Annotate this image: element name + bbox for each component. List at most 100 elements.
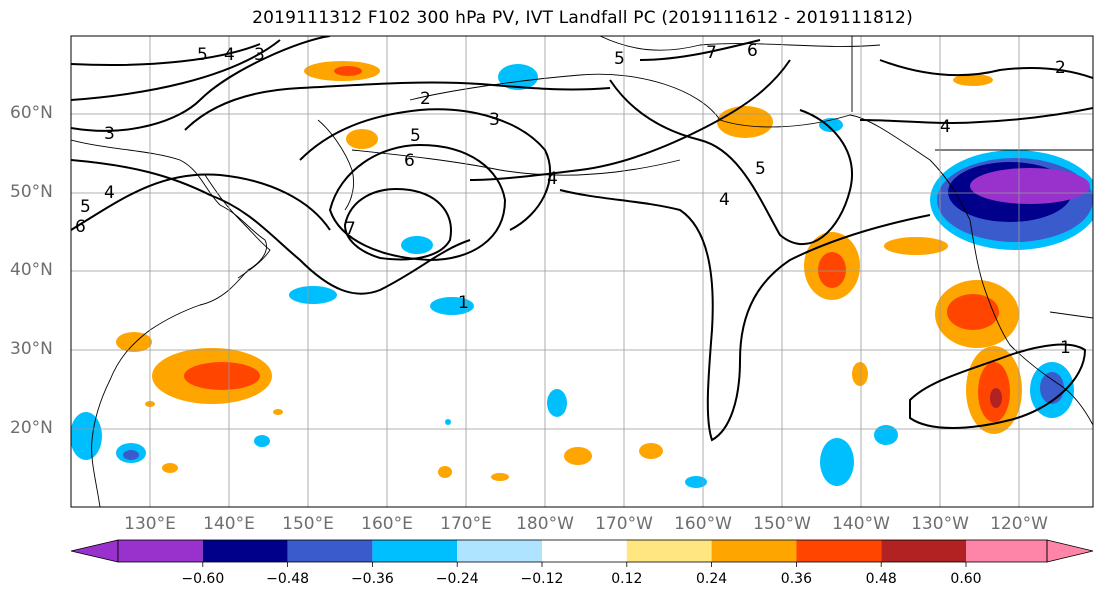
shade-positive xyxy=(273,409,283,415)
contour-line xyxy=(859,107,1093,124)
shade-positive xyxy=(947,294,999,330)
contour-label: 5 xyxy=(197,45,208,65)
shade-negative xyxy=(123,450,139,460)
contour-line xyxy=(71,43,261,66)
shade-positive xyxy=(162,463,178,473)
lat-label: 60°N xyxy=(10,103,53,123)
colorbar-tick-label: 0.48 xyxy=(865,571,897,587)
shade-negative xyxy=(445,419,451,425)
contour-label: 2 xyxy=(1055,58,1066,78)
shade-negative xyxy=(970,168,1090,204)
shade-positive xyxy=(564,447,592,465)
colorbar-tick-label: −0.36 xyxy=(350,571,394,587)
shade-negative xyxy=(874,425,898,445)
colorbar-tick-label: −0.60 xyxy=(181,571,225,587)
contour-label: 3 xyxy=(489,110,500,130)
contour-label: 6 xyxy=(404,151,415,171)
shade-negative xyxy=(289,286,337,304)
contour-line xyxy=(71,36,331,132)
lon-label: 160°W xyxy=(674,514,732,534)
coastline-japan xyxy=(204,174,271,279)
shade-negative xyxy=(498,64,538,90)
colorbar-extend-low xyxy=(70,539,119,563)
coastline-north-america xyxy=(969,219,1093,426)
coastlines xyxy=(71,36,1093,507)
colorbar-segment xyxy=(457,540,542,562)
contour-line xyxy=(469,59,791,181)
shade-negative xyxy=(1040,372,1064,404)
lon-label: 150°W xyxy=(753,514,811,534)
contour-line xyxy=(71,173,331,231)
contour-label: 1 xyxy=(1060,338,1071,358)
contour-line xyxy=(559,189,931,442)
contour-label: 4 xyxy=(719,190,730,210)
colorbar-segment xyxy=(881,540,966,562)
contour-label: 4 xyxy=(104,183,115,203)
shade-positive xyxy=(852,362,868,386)
colorbar-segment xyxy=(966,540,1047,562)
colorbar-tick-label: 0.12 xyxy=(611,571,643,587)
lon-label: 140°E xyxy=(203,514,255,534)
coastline-asia xyxy=(71,139,267,507)
lon-label: 130°E xyxy=(124,514,176,534)
coastline-arctic xyxy=(599,36,881,51)
colorbar-segment xyxy=(118,540,203,562)
contour-line xyxy=(299,108,551,231)
contour-label: 5 xyxy=(80,197,91,217)
lon-label: 150°E xyxy=(282,514,334,534)
contour-label: 4 xyxy=(547,169,558,189)
lon-label: 130°W xyxy=(911,514,969,534)
map-title: 2019111312 F102 300 hPa PV, IVT Landfall… xyxy=(252,8,913,28)
contour-label: 4 xyxy=(224,45,235,65)
contour-label: 6 xyxy=(747,41,758,61)
shade-positive xyxy=(346,129,378,149)
shade-negative xyxy=(254,435,270,447)
contour-label: 3 xyxy=(254,45,265,65)
lon-label: 180°W xyxy=(516,514,574,534)
shade-positive xyxy=(334,66,362,76)
shade-negative xyxy=(71,412,102,460)
contour-label: 5 xyxy=(614,49,625,69)
contour-label: 7 xyxy=(706,43,717,63)
colorbar-segment xyxy=(202,540,288,562)
lon-label: 170°E xyxy=(440,514,492,534)
shade-negative xyxy=(547,389,567,417)
colorbar-segment xyxy=(796,540,882,562)
colorbar-segment xyxy=(542,540,627,562)
lat-label: 50°N xyxy=(10,182,53,202)
coastline-kamchatka xyxy=(317,119,355,211)
coastline-alaska xyxy=(409,73,971,221)
contour-line xyxy=(71,159,471,295)
contour-label: 6 xyxy=(75,217,86,237)
shade-positive xyxy=(639,443,663,459)
contour-line xyxy=(609,79,853,246)
contour-label: 3 xyxy=(104,124,115,144)
pv-contours xyxy=(71,36,1093,442)
contour-label: 4 xyxy=(940,117,951,137)
lon-label: 120°W xyxy=(990,514,1048,534)
contour-label: 1 xyxy=(458,293,469,313)
contour-line xyxy=(343,188,452,261)
map-frame xyxy=(70,35,1094,508)
contour-label: 2 xyxy=(420,89,431,109)
colorbar-segment xyxy=(626,540,712,562)
shade-positive xyxy=(818,252,846,288)
lat-label: 20°N xyxy=(10,418,53,438)
border-us-mexico xyxy=(1049,311,1093,319)
coastline-aleutians xyxy=(351,149,681,176)
shade-positive xyxy=(884,237,948,255)
lon-label: 170°W xyxy=(595,514,653,534)
colorbar-segment xyxy=(372,540,458,562)
shade-negative xyxy=(401,236,433,254)
shade-negative xyxy=(430,297,474,315)
colorbar-segment xyxy=(711,540,797,562)
contour-labels: 5 4 3 3 2 5 6 7 1 3 4 4 5 7 6 5 4 4 2 1 … xyxy=(75,41,1071,358)
contour-line xyxy=(639,39,761,61)
contour-label: 7 xyxy=(345,219,356,239)
shade-negative xyxy=(685,476,707,488)
shade-positive xyxy=(438,466,452,478)
colorbar-outline xyxy=(117,539,1048,563)
contour-line xyxy=(71,39,281,101)
shade-negative xyxy=(820,438,854,486)
